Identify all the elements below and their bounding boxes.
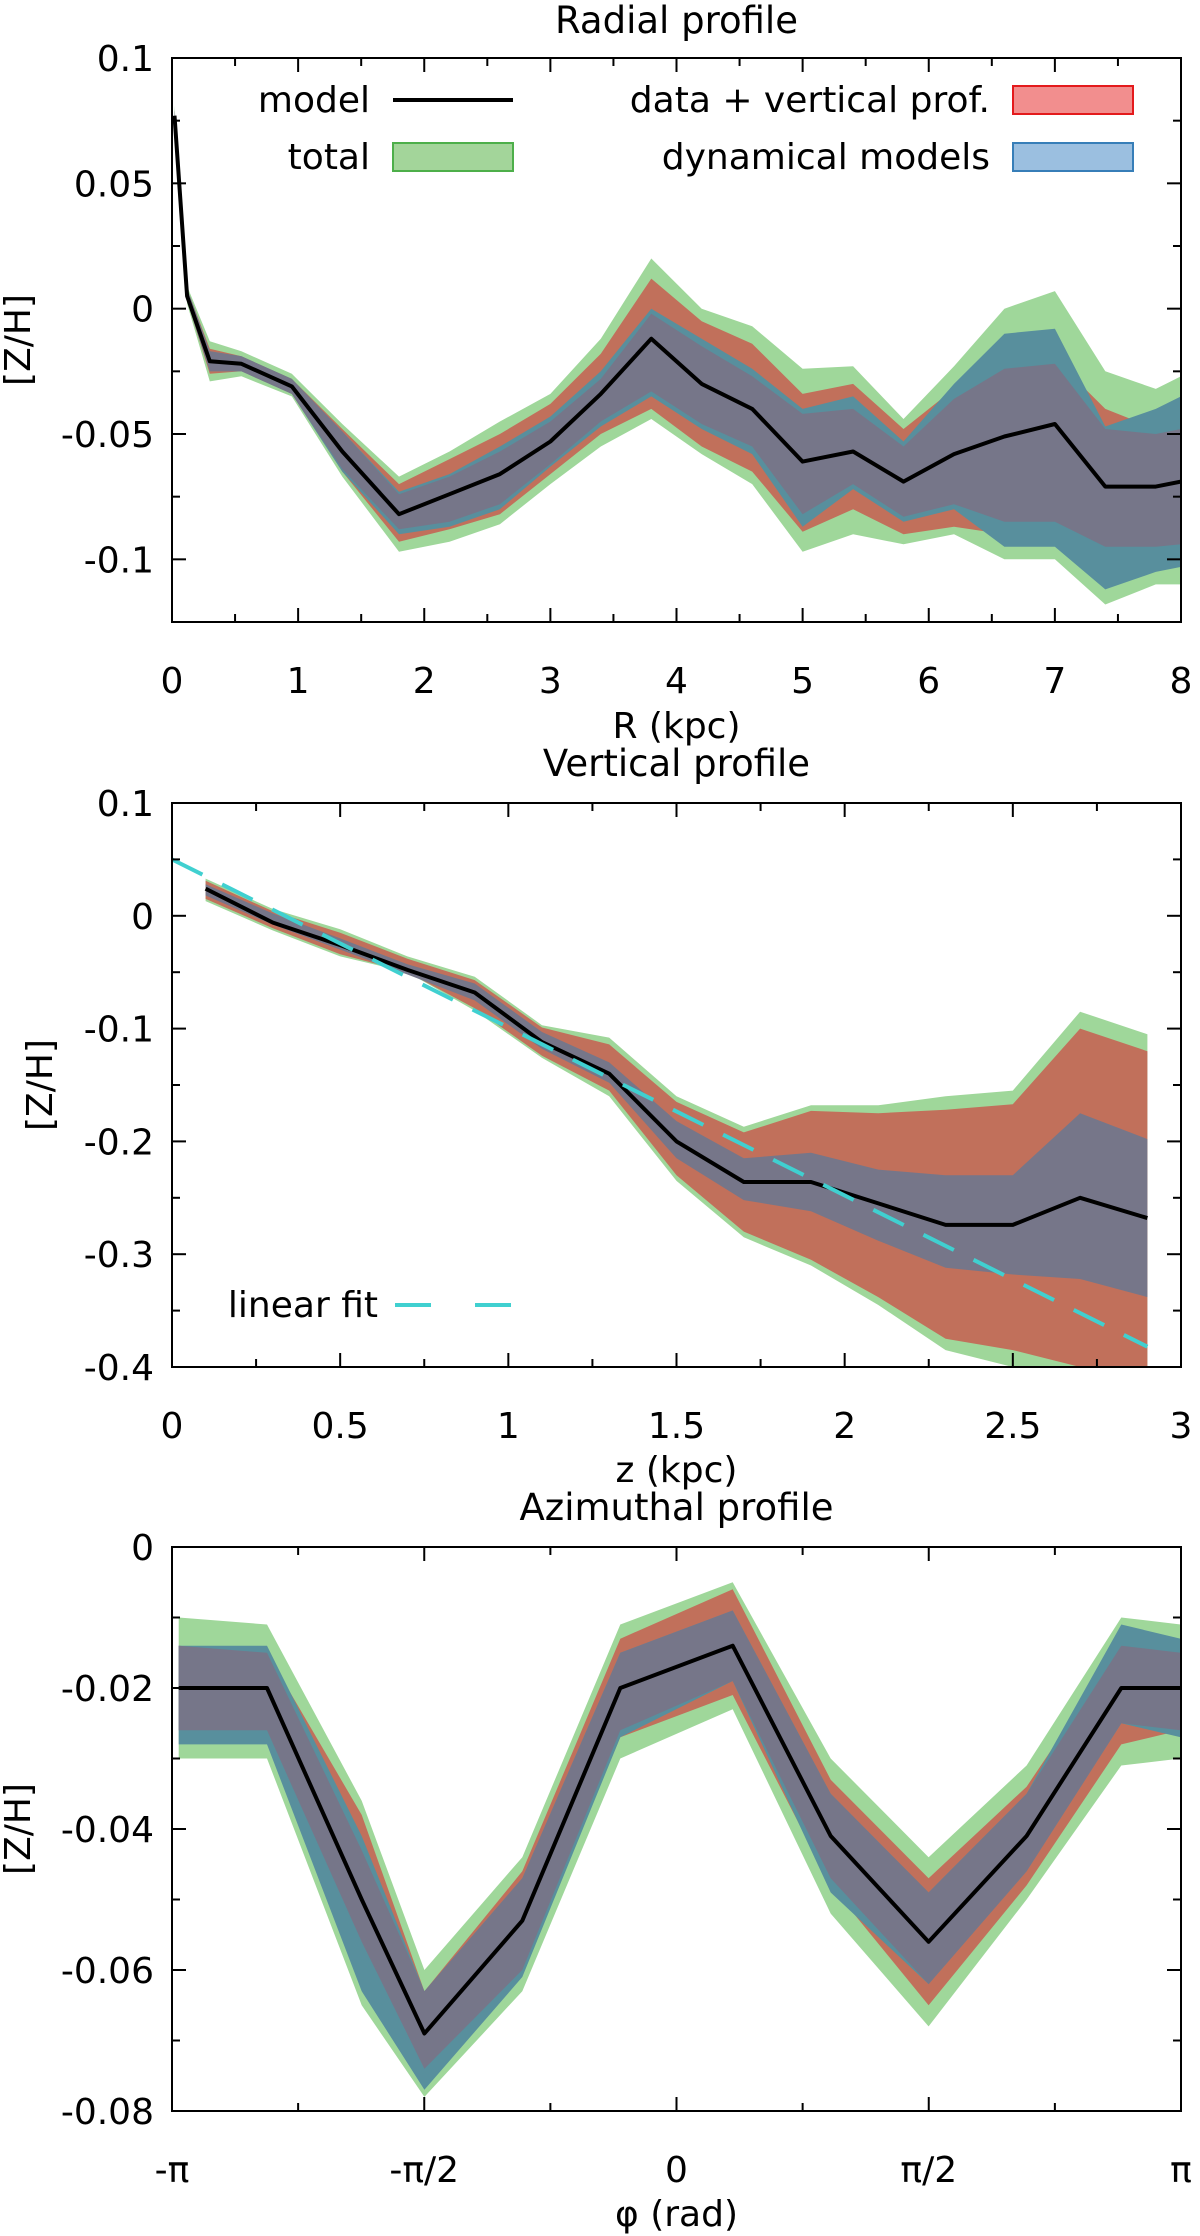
vertical-line-linear-fit	[172, 857, 1149, 1349]
azimuthal-ytick-label: 0	[131, 1528, 154, 1569]
azimuthal-xtick-label: 0	[665, 2150, 688, 2191]
radial-ylabel: [Z/H]	[0, 294, 39, 386]
vertical-xtick-label: 3	[1170, 1406, 1193, 1447]
radial-xtick-label: 2	[413, 661, 436, 702]
radial-ytick-label: 0	[131, 290, 154, 331]
vertical-xtick-label: 2.5	[984, 1406, 1041, 1447]
vertical-ytick-label: -0.3	[84, 1235, 154, 1276]
vertical-title: Vertical profile	[543, 742, 810, 785]
vertical-legend: linear fit	[228, 1285, 527, 1326]
legend-swatch-dyn	[1012, 142, 1134, 172]
azimuthal-band-overlap	[178, 1610, 1181, 2069]
vertical-xtick-label: 1	[497, 1406, 520, 1447]
radial-xtick-label: 5	[791, 661, 814, 702]
azimuthal-ytick-label: -0.06	[61, 1951, 154, 1992]
radial-title: Radial profile	[555, 0, 798, 42]
legend-label-dyn: dynamical models	[662, 137, 990, 178]
radial-ytick-label: -0.1	[84, 540, 154, 581]
radial-xtick-label: 7	[1043, 661, 1066, 702]
azimuthal-title: Azimuthal profile	[519, 1486, 833, 1529]
radial-line-model	[172, 115, 1181, 517]
azimuthal-ytick-label: -0.08	[61, 2092, 154, 2133]
radial-band-overlap	[174, 110, 1181, 547]
vertical-xtick-label: 1.5	[648, 1406, 705, 1447]
vertical-plot-area	[172, 857, 1149, 1367]
vertical-band-overlap	[205, 884, 1148, 1298]
radial-xtick-label: 1	[287, 661, 310, 702]
vertical-ytick-label: -0.1	[84, 1010, 154, 1051]
radial-ytick-label: 0.1	[97, 39, 154, 80]
radial-xtick-label: 4	[665, 661, 688, 702]
azimuthal-ylabel: [Z/H]	[0, 1783, 39, 1875]
vertical-ytick-label: 0.1	[97, 784, 154, 825]
azimuthal-xtick-label: π	[1170, 2150, 1192, 2191]
vertical-xtick-label: 2	[833, 1406, 856, 1447]
radial-ytick-label: -0.05	[61, 415, 154, 456]
vertical-ytick-label: -0.4	[84, 1348, 154, 1389]
vertical-ytick-label: 0	[131, 897, 154, 938]
azimuthal-xtick-label: -π	[155, 2150, 190, 2191]
radial-xtick-label: 3	[539, 661, 562, 702]
radial-xtick-label: 8	[1170, 661, 1193, 702]
legend-label-model: model	[258, 80, 370, 121]
legend-label-fit: linear fit	[228, 1285, 378, 1326]
azimuthal-xtick-label: -π/2	[389, 2150, 459, 2191]
vertical-line-model	[204, 886, 1148, 1227]
azimuthal-plot-area	[178, 1582, 1181, 2097]
legend-swatch-total	[392, 142, 514, 172]
radial-ytick-label: 0.05	[74, 164, 154, 205]
vertical-ylabel: [Z/H]	[20, 1039, 61, 1131]
legend-label-total: total	[288, 137, 370, 178]
vertical-xlabel: z (kpc)	[616, 1450, 738, 1491]
azimuthal-chart: -π -π/2 0 π/2 π 0 -0.02 -0.04 -0.06 -0.08 Azimutha…	[0, 1486, 1192, 2235]
radial-chart: 0 1 2 3 4 5 6 7 8 0.1 0.05 0 -0.05 -0.1 Radial profile…	[0, 0, 1192, 747]
azimuthal-line-model	[178, 1643, 1181, 2036]
vertical-ytick-label: -0.2	[84, 1122, 154, 1163]
radial-plot-area	[172, 105, 1181, 605]
legend-swatch-data	[1012, 85, 1134, 115]
legend-label-data: data + vertical prof.	[630, 80, 990, 121]
radial-xtick-label: 6	[917, 661, 940, 702]
vertical-chart: 0 0.5 1 1.5 2 2.5 3 0.1 0 -0.1 -0.2 -0.3 -0.4 Vertica…	[20, 742, 1192, 1491]
radial-xlabel: R (kpc)	[612, 706, 740, 747]
azimuthal-xtick-label: π/2	[900, 2150, 957, 2191]
azimuthal-ytick-label: -0.02	[61, 1669, 154, 1710]
vertical-xtick-label: 0	[161, 1406, 184, 1447]
vertical-xtick-label: 0.5	[312, 1406, 369, 1447]
azimuthal-ytick-label: -0.04	[61, 1810, 154, 1851]
azimuthal-xlabel: φ (rad)	[615, 2194, 738, 2235]
radial-legend: model total data + vertical prof. dynamical…	[258, 80, 1134, 178]
radial-xtick-label: 0	[161, 661, 184, 702]
